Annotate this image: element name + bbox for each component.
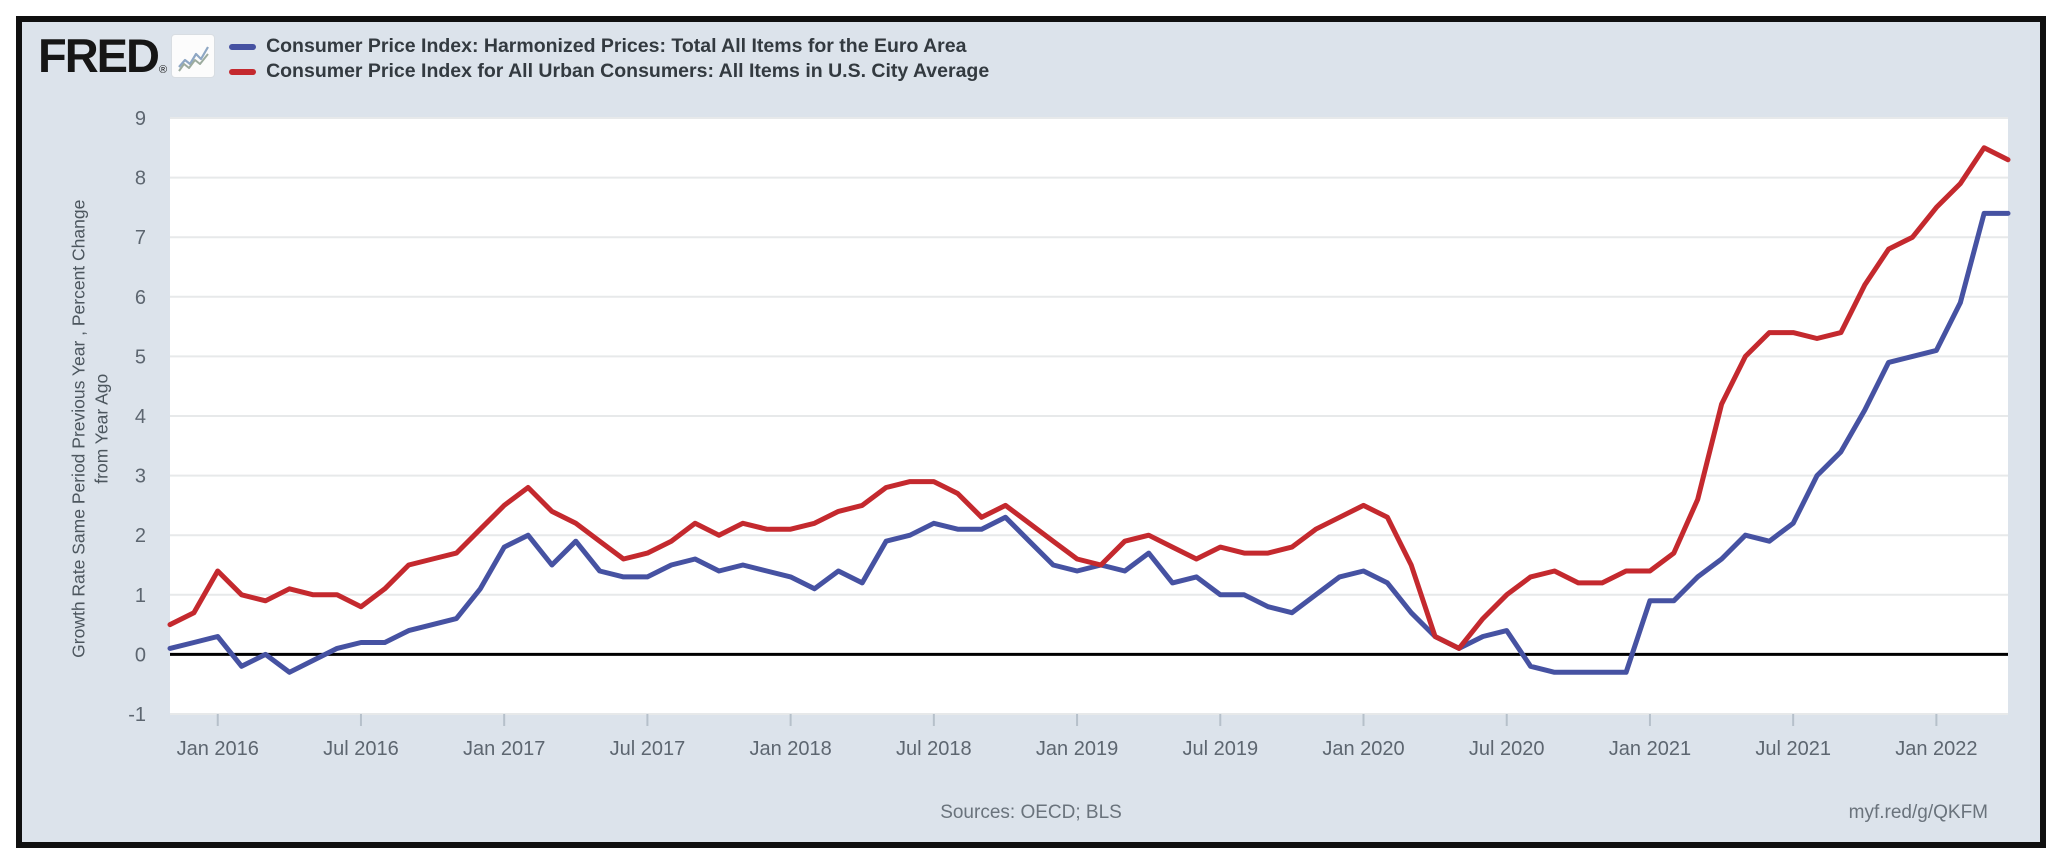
legend-swatch-us-city-average	[229, 68, 257, 75]
legend-swatch-euro-area	[229, 43, 257, 50]
x-tick-label: Jul 2021	[1755, 738, 1831, 760]
y-tick-label: 3	[135, 466, 146, 488]
y-axis-title: Growth Rate Same Period Previous Year , …	[68, 199, 111, 658]
x-tick-label: Jan 2016	[177, 738, 259, 760]
fred-logo-text: FRED	[38, 29, 160, 82]
x-axis-labels: Jan 2016 Jul 2016 Jan 2017 Jul 2017 Jan 2018…	[177, 738, 1978, 760]
y-tick-label: 7	[135, 227, 146, 249]
us-city-average-line	[167, 145, 2011, 651]
y-tick-label: 9	[135, 108, 146, 130]
legend: Consumer Price Index: Harmonized Prices:…	[229, 34, 989, 84]
fred-sparkline-icon	[171, 34, 216, 78]
x-ticks	[216, 714, 1938, 726]
x-tick-label: Jan 2022	[1895, 738, 1977, 760]
legend-item-euro-area: Consumer Price Index: Harmonized Prices:…	[229, 34, 989, 59]
y-tick-label: 0	[135, 644, 146, 666]
y-tick-label: 8	[135, 168, 146, 190]
x-tick-label: Jan 2017	[463, 738, 545, 760]
header: FRED ® Consumer Price Index: Harmonized P…	[38, 28, 989, 84]
y-tick-label: 5	[135, 346, 146, 368]
x-tick-label: Jul 2016	[323, 738, 399, 760]
legend-label-euro-area: Consumer Price Index: Harmonized Prices:…	[266, 35, 967, 57]
x-tick-label: Jan 2019	[1036, 738, 1118, 760]
legend-label-us-city-average: Consumer Price Index for All Urban Consu…	[266, 60, 990, 82]
legend-item-us-city-average: Consumer Price Index for All Urban Consu…	[229, 59, 989, 84]
euro-area-line	[167, 210, 2011, 675]
x-tick-label: Jan 2018	[749, 738, 831, 760]
x-tick-label: Jul 2017	[610, 738, 686, 760]
y-tick-label: 2	[135, 525, 146, 547]
x-tick-label: Jan 2020	[1322, 738, 1404, 760]
fred-graph-widget: Jan 2016 Jul 2016 Jan 2017 Jul 2017 Jan 2018…	[16, 16, 2046, 848]
y-tick-label: 6	[135, 287, 146, 309]
x-tick-label: Jan 2021	[1609, 738, 1691, 760]
x-tick-label: Jul 2020	[1469, 738, 1545, 760]
y-tick-label: 4	[135, 406, 146, 428]
x-tick-label: Jul 2018	[896, 738, 972, 760]
y-tick-label: 1	[135, 585, 146, 607]
fred-logo: FRED ®	[38, 29, 216, 82]
y-tick-label: -1	[128, 704, 146, 726]
y-axis-labels: -1 0 1 2 3 4 5 6 7 8 9	[128, 108, 146, 726]
graph-short-link[interactable]: myf.red/g/QKFM	[1848, 802, 1988, 823]
sources-text: Sources: OECD; BLS	[940, 802, 1122, 823]
x-tick-label: Jul 2019	[1182, 738, 1258, 760]
chart-canvas[interactable]: Jan 2016 Jul 2016 Jan 2017 Jul 2017 Jan 2018…	[22, 22, 2040, 842]
registered-trademark-symbol: ®	[158, 64, 168, 76]
